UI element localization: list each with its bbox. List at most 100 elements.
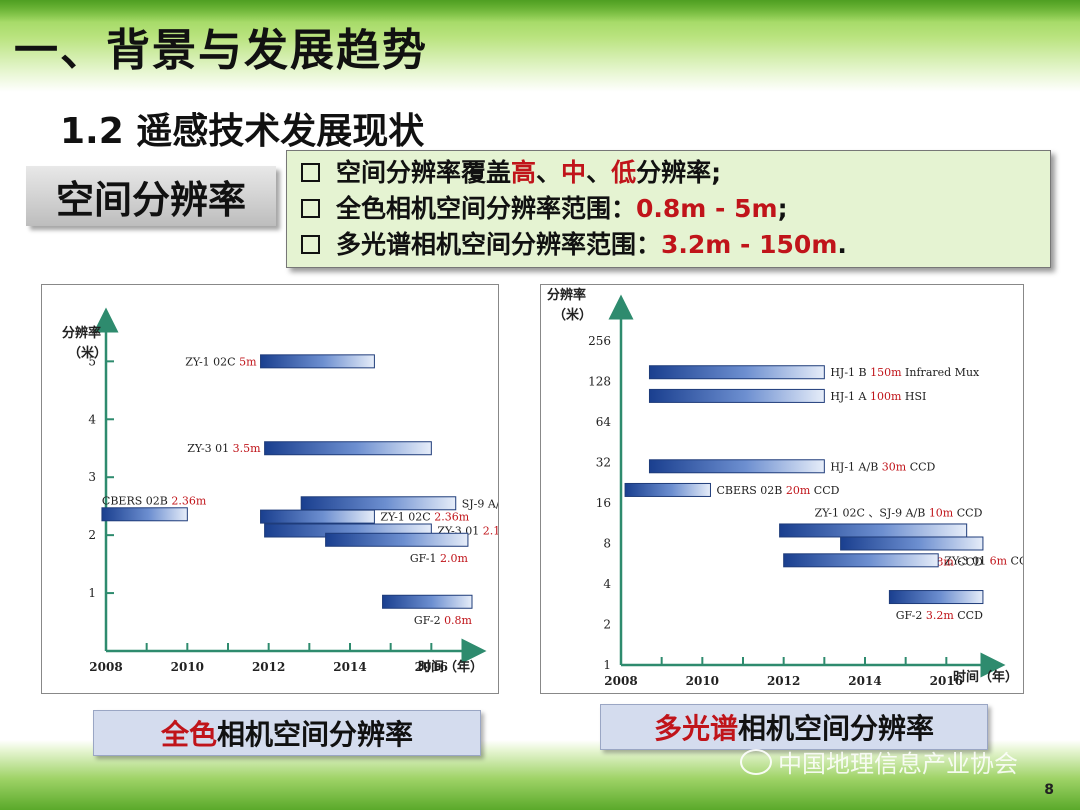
x-axis-label: 时间（年） bbox=[418, 659, 483, 675]
bar-label: ZY-1 02C 5m bbox=[185, 355, 257, 368]
timeline-bar bbox=[382, 594, 473, 609]
wechat-icon bbox=[740, 748, 772, 775]
caption-text: 相机空间分辨率 bbox=[217, 718, 414, 751]
bar-resolution: 3.5m bbox=[233, 442, 261, 455]
timeline-bar bbox=[325, 532, 469, 547]
timeline-bar bbox=[783, 553, 939, 568]
bar-resolution: 3.2m bbox=[926, 609, 954, 622]
bar-resolution: 8m bbox=[936, 556, 954, 569]
top-decor-band bbox=[0, 0, 1080, 92]
bar-sensor: CCD bbox=[906, 460, 935, 473]
bar-resolution: 2.36m bbox=[171, 494, 206, 507]
bar-label: ZY-1 02C 、SJ-9 A/B 10m CCD bbox=[815, 506, 983, 519]
timeline-bar bbox=[648, 459, 825, 474]
x-tick-label: 2014 bbox=[333, 660, 366, 674]
bar-sensor: CCD bbox=[954, 609, 983, 622]
bullet-text: 、 bbox=[586, 158, 612, 187]
bar-resolution: 30m bbox=[882, 460, 907, 473]
bar-resolution: 2.36m bbox=[434, 511, 469, 524]
bullet-text: 分辨率; bbox=[636, 158, 722, 187]
x-tick-label: 2014 bbox=[848, 674, 881, 688]
bar-label: ZY-1 02C 2.36m bbox=[380, 511, 469, 524]
timeline-bar bbox=[264, 441, 432, 456]
bar-sat-name: HJ-1 B bbox=[830, 366, 870, 379]
timeline-bar bbox=[888, 590, 984, 605]
bar-label: ZY-3 01 3.5m bbox=[187, 442, 261, 455]
x-axis-label: 时间（年） bbox=[953, 669, 1018, 685]
y-axis-label: （米） bbox=[553, 307, 592, 323]
bar-sat-name: ZY-1 02C 、SJ-9 A/B bbox=[815, 506, 929, 519]
slide-sub-title: 1.2 遥感技术发展现状 bbox=[60, 111, 425, 152]
bar-sat-name: CBERS 02B bbox=[716, 484, 785, 497]
y-axis-label: 分辨率 bbox=[547, 287, 586, 303]
y-tick-label: 5 bbox=[88, 354, 96, 368]
y-tick-label: 2 bbox=[603, 618, 611, 632]
topic-label-text: 空间分辨率 bbox=[55, 177, 246, 222]
bar-sat-name: SJ-9 A/B bbox=[462, 497, 498, 510]
bar-label: GF-2 3.2m CCD bbox=[896, 609, 983, 622]
timeline-bar bbox=[101, 507, 188, 522]
bar-resolution: 2.1m bbox=[483, 525, 498, 538]
y-tick-label: 128 bbox=[588, 375, 611, 389]
bullet-text: . bbox=[837, 230, 847, 259]
timeline-bar bbox=[260, 354, 375, 369]
bar-sat-name: GF-2 bbox=[896, 609, 926, 622]
bullet-text: 多光谱相机空间分辨率范围： bbox=[336, 230, 662, 259]
y-tick-label: 4 bbox=[88, 412, 96, 426]
x-tick-label: 2008 bbox=[604, 674, 637, 688]
x-tick-label: 2008 bbox=[89, 660, 122, 674]
y-tick-label: 3 bbox=[88, 470, 96, 484]
bar-label: HJ-1 A 100m HSI bbox=[830, 390, 926, 403]
x-tick-label: 2012 bbox=[767, 674, 800, 688]
y-tick-label: 1 bbox=[603, 658, 611, 672]
bullet-text: 、 bbox=[536, 158, 562, 187]
topic-label: 空间分辨率 bbox=[26, 166, 276, 226]
x-tick-label: 2010 bbox=[686, 674, 719, 688]
multispectral-chart-panel: 分辨率 （米） 时间（年） 2008 2010 2012 2014 2016 1 2 4 8 16 32 6… bbox=[540, 284, 1036, 694]
bar-resolution: 10m bbox=[929, 506, 954, 519]
bar-sat-name: ZY-3 01 bbox=[944, 554, 989, 567]
bar-label: CBERS 02B 2.36m bbox=[102, 494, 207, 507]
bar-label: GF-1 2.0m bbox=[410, 552, 469, 565]
bar-sat-name: HJ-1 A bbox=[830, 390, 870, 403]
summary-box: 空间分辨率覆盖高、中、低分辨率; 全色相机空间分辨率范围：0.8m - 5m; … bbox=[286, 150, 1051, 268]
bar-sensor: CCD bbox=[810, 484, 839, 497]
bar-label: GF-2 0.8m bbox=[414, 614, 473, 627]
timeline-bar bbox=[840, 536, 984, 551]
bar-resolution: 5m bbox=[239, 355, 257, 368]
bullet-text: 全色相机空间分辨率范围： bbox=[336, 194, 637, 223]
bar-sat-name: GF-1 bbox=[410, 552, 440, 565]
caption-text: 全色 bbox=[160, 718, 217, 751]
bullet-3: 多光谱相机空间分辨率范围：3.2m - 150m. bbox=[301, 227, 1036, 263]
x-tick-label: 2016 bbox=[930, 674, 963, 688]
bullet-1: 空间分辨率覆盖高、中、低分辨率; bbox=[301, 155, 1036, 191]
bar-label: CBERS 02B 20m CCD bbox=[716, 484, 839, 497]
bar-sensor: CCD bbox=[1007, 554, 1023, 567]
bullet-text: 中 bbox=[561, 158, 587, 187]
bar-sensor: HSI bbox=[901, 390, 926, 403]
bullet-text: 低 bbox=[611, 158, 637, 187]
bullet-2: 全色相机空间分辨率范围：0.8m - 5m; bbox=[301, 191, 1036, 227]
bullet-text: ; bbox=[777, 194, 788, 223]
bullet-text: 3.2m - 150m bbox=[661, 230, 838, 259]
bar-label: HJ-1 A/B 30m CCD bbox=[830, 460, 935, 473]
bullet-text: 空间分辨率覆盖 bbox=[336, 158, 512, 187]
timeline-bar bbox=[779, 523, 968, 538]
x-tick-label: 2012 bbox=[252, 660, 285, 674]
bar-resolution: 150m bbox=[870, 366, 902, 379]
x-tick-label: 2010 bbox=[171, 660, 204, 674]
bar-sat-name: GF-2 bbox=[414, 614, 444, 627]
y-tick-label: 4 bbox=[603, 577, 611, 591]
bullet-text: 0.8m - 5m bbox=[636, 194, 778, 223]
y-axis-label: （米） bbox=[68, 345, 107, 361]
checkbox-icon bbox=[301, 199, 320, 218]
checkbox-icon bbox=[301, 235, 320, 254]
bar-sat-name: HJ-1 A/B bbox=[830, 460, 881, 473]
bar-sat-name: ZY-3 01 bbox=[187, 442, 232, 455]
y-tick-label: 32 bbox=[596, 456, 611, 470]
bar-resolution: 0.8m bbox=[444, 614, 472, 627]
page-number: 8 bbox=[1044, 782, 1054, 798]
multispectral-caption: 多光谱 相机空间分辨率 bbox=[600, 704, 988, 750]
y-axis-label: 分辨率 bbox=[62, 325, 101, 341]
slide-main-title: 一、背景与发展趋势 bbox=[14, 25, 428, 76]
